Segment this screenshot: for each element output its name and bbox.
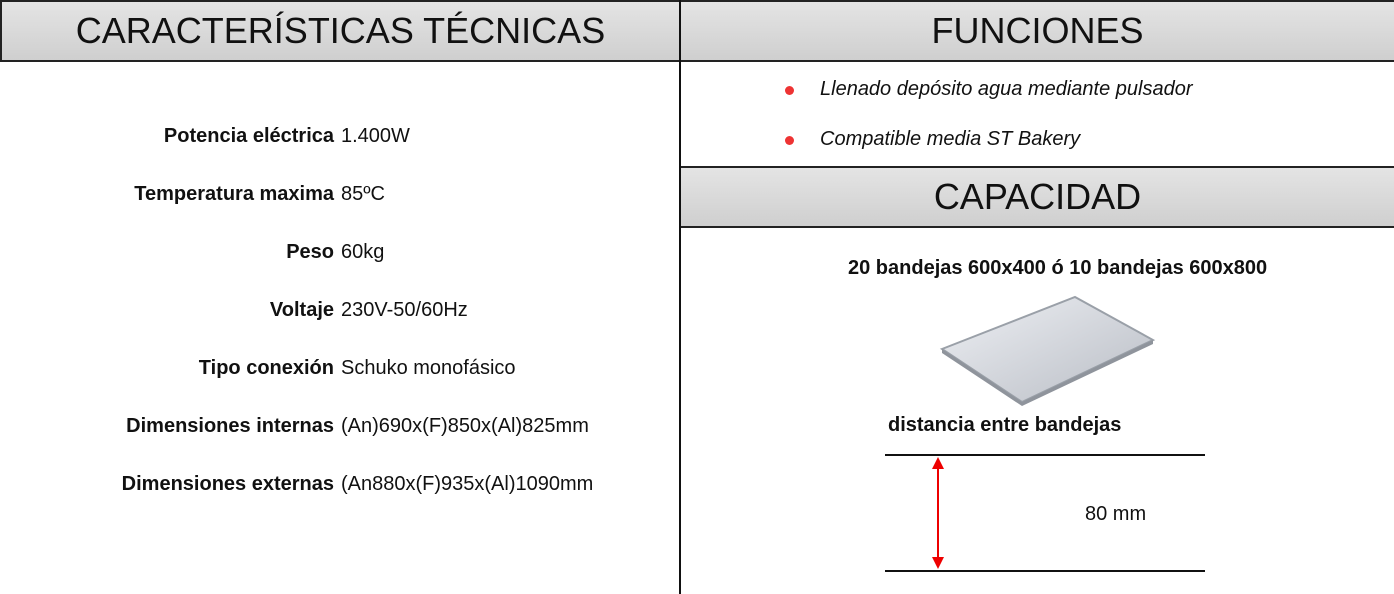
spec-value: 230V-50/60Hz — [341, 299, 468, 321]
divider — [679, 0, 681, 594]
function-text: Compatible media ST Bakery — [820, 128, 1081, 150]
arrow-head — [932, 457, 944, 469]
spec-row: Voltaje 230V-50/60Hz — [0, 299, 680, 329]
spec-row: Dimensiones internas (An)690x(F)850x(Al)8… — [0, 415, 680, 445]
spec-row: Potencia eléctrica 1.400W — [0, 125, 680, 155]
section-header: CARACTERÍSTICAS TÉCNICAS — [0, 0, 681, 62]
spec-label: Potencia eléctrica — [163, 125, 334, 147]
spec-row: Tipo conexión Schuko monofásico — [0, 357, 680, 387]
spec-value: 1.400W — [341, 125, 410, 147]
spec-label: Temperatura maxima — [134, 183, 334, 205]
spec-row: Peso 60kg — [0, 241, 680, 271]
arrow-head — [932, 557, 944, 569]
spec-value: (An)690x(F)850x(Al)825mm — [341, 415, 589, 437]
distance-label: distancia entre bandejas — [888, 414, 1122, 436]
spec-value: (An880x(F)935x(Al)1090mm — [341, 473, 594, 495]
function-item: Llenado depósito agua mediante pulsador — [782, 78, 1193, 101]
spec-row: Temperatura maxima 85ºC — [0, 183, 680, 213]
spec-value: Schuko monofásico — [341, 357, 516, 379]
distance-value: 80 mm — [1085, 503, 1147, 525]
spec-label: Dimensiones internas — [126, 415, 334, 437]
spec-label: Dimensiones externas — [121, 473, 334, 495]
function-text: Llenado depósito agua mediante pulsador — [820, 78, 1193, 100]
spec-label: Voltaje — [269, 299, 334, 321]
spec-row: Dimensiones externas (An880x(F)935x(Al)10… — [0, 473, 680, 503]
capacity-description: 20 bandejas 600x400 ó 10 bandejas 600x80… — [848, 257, 1268, 279]
tray-edge — [942, 340, 1153, 406]
section-header: CAPACIDAD — [679, 166, 1394, 228]
spec-value: 60kg — [341, 241, 385, 263]
spec-label: Tipo conexión — [198, 357, 334, 379]
spec-label: Peso — [286, 241, 334, 263]
function-item: Compatible media ST Bakery — [782, 128, 1080, 151]
tray — [939, 295, 1156, 404]
spec-value: 85ºC — [341, 183, 385, 205]
